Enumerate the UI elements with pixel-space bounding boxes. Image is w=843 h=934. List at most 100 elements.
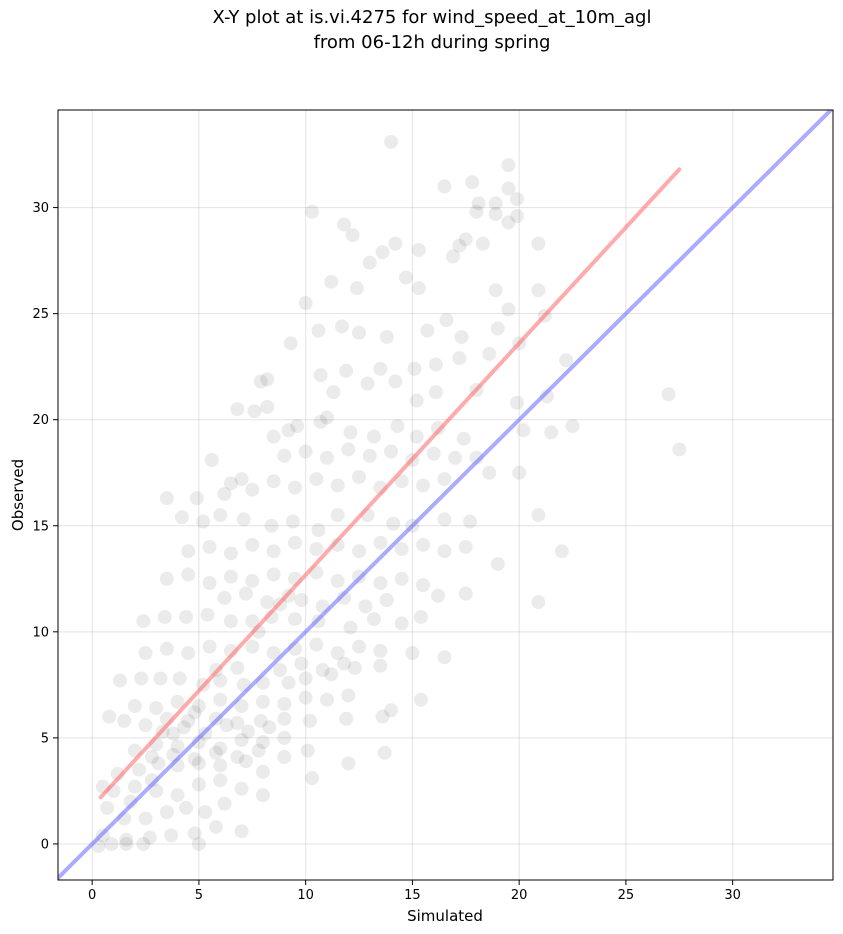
scatter-point	[405, 646, 420, 661]
scatter-point	[309, 472, 324, 487]
scatter-point	[191, 756, 206, 771]
scatter-point	[341, 756, 356, 771]
scatter-point	[439, 313, 454, 327]
scatter-point	[234, 699, 249, 714]
scatter-point	[255, 764, 270, 779]
scatter-point	[247, 404, 262, 419]
scatter-point	[366, 429, 381, 444]
scatter-point	[277, 448, 292, 463]
scatter-point	[287, 480, 302, 495]
scatter-point	[260, 595, 275, 610]
x-tick-label: 0	[88, 888, 96, 903]
scatter-point	[255, 788, 270, 803]
scatter-point	[187, 705, 202, 720]
scatter-point	[179, 609, 194, 624]
scatter-point	[337, 656, 352, 671]
scatter-point	[217, 486, 232, 501]
scatter-point	[554, 544, 569, 559]
scatter-point	[223, 546, 238, 561]
scatter-point	[285, 514, 300, 529]
scatter-point	[245, 537, 260, 552]
scatter-point	[544, 425, 559, 440]
scatter-point	[117, 713, 132, 728]
scatter-point	[330, 478, 345, 493]
scatter-point	[386, 516, 401, 531]
scatter-point	[559, 353, 574, 368]
scatter-point	[456, 431, 471, 446]
scatter-point	[260, 372, 275, 387]
scatter-point	[181, 713, 196, 728]
scatter-point	[294, 656, 309, 671]
scatter-point	[341, 442, 356, 457]
scatter-point	[362, 448, 377, 463]
chart-title-line-2: from 06-12h during spring	[314, 32, 551, 53]
scatter-point	[330, 573, 345, 588]
scatter-point	[437, 650, 452, 665]
scatter-point	[672, 442, 687, 457]
scatter-point	[565, 419, 580, 434]
scatter-point	[253, 374, 268, 389]
scatter-point	[213, 758, 228, 773]
reference-lines	[58, 110, 833, 880]
scatter-point	[153, 671, 168, 686]
scatter-point	[134, 671, 149, 686]
scatter-point	[159, 805, 174, 820]
scatter-point	[531, 508, 546, 523]
scatter-point	[102, 709, 117, 724]
scatter-point	[413, 692, 428, 707]
scatter-point	[469, 204, 484, 219]
scatter-point	[510, 192, 525, 207]
scatter-point	[305, 771, 320, 786]
scatter-point	[409, 429, 424, 444]
x-tick-label: 5	[195, 888, 203, 903]
scatter-point	[510, 209, 525, 224]
scatter-point	[251, 743, 266, 758]
scatter-point	[490, 321, 505, 336]
scatter-point	[287, 535, 302, 550]
scatter-point	[213, 773, 228, 788]
scatter-point	[298, 444, 313, 459]
scatter-point	[360, 376, 375, 391]
scatter-point	[127, 699, 142, 714]
scatter-point	[234, 733, 249, 747]
chart-title-line-1: X-Y plot at is.vi.4275 for wind_speed_at…	[213, 7, 652, 28]
scatter-point	[164, 828, 179, 843]
scatter-point	[187, 826, 202, 841]
scatter-point	[298, 690, 313, 705]
scatter-point	[230, 402, 245, 417]
scatter-point	[326, 385, 341, 400]
scatter-point	[230, 660, 245, 675]
scatter-point	[266, 567, 281, 582]
scatter-point	[373, 535, 388, 550]
scatter-point	[196, 514, 211, 529]
scatter-point	[309, 542, 324, 557]
scatter-point	[452, 351, 467, 366]
scatter-point	[475, 236, 490, 251]
scatter-point	[458, 539, 473, 554]
scatter-point	[448, 450, 463, 465]
scatter-point	[189, 491, 204, 506]
scatter-point	[266, 474, 281, 489]
scatter-point	[377, 745, 392, 760]
scatter-point	[428, 385, 443, 400]
scatter-point	[277, 749, 292, 764]
scatter-point	[428, 357, 443, 372]
y-tick-label: 10	[32, 625, 49, 640]
scatter-point	[181, 646, 196, 661]
scatter-point	[339, 711, 354, 726]
scatter-point	[260, 399, 275, 414]
scatter-point	[349, 281, 364, 296]
scatter-point	[119, 836, 134, 851]
scatter-point	[337, 217, 352, 232]
scatter-point	[384, 444, 399, 459]
scatter-point	[352, 639, 367, 654]
scatter-point	[200, 607, 215, 622]
scatter-point	[315, 663, 330, 677]
scatter-point	[512, 465, 527, 480]
scatter-point	[132, 762, 147, 777]
scatter-point	[437, 544, 452, 559]
scatter-point	[482, 346, 497, 361]
scatter-point	[416, 478, 431, 493]
scatter-point	[202, 539, 217, 554]
scatter-point	[358, 599, 373, 614]
